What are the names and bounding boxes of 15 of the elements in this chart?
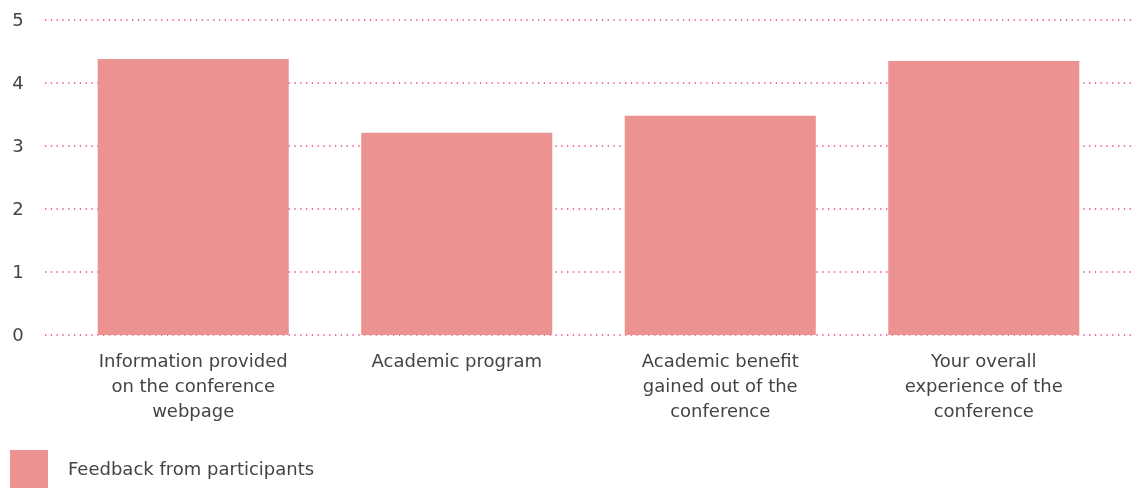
x-tick-label: Information provided on the conference webpage <box>98 350 288 421</box>
y-tick-label: 1 <box>12 261 24 283</box>
bar <box>97 59 289 335</box>
bar <box>888 60 1080 335</box>
x-tick-label: Academic program <box>371 350 542 371</box>
y-tick-label: 4 <box>12 72 24 94</box>
bar <box>361 132 553 335</box>
x-tick-label: Academic benefit gained out of the conference <box>641 350 799 421</box>
x-tick-label: Your overall experience of the conference <box>904 350 1063 421</box>
y-tick-label: 3 <box>12 135 24 157</box>
y-tick-label: 2 <box>12 198 24 220</box>
y-tick-label: 0 <box>12 324 24 346</box>
y-tick-label: 5 <box>12 9 24 31</box>
bar <box>624 115 816 335</box>
legend-label: Feedback from participants <box>68 458 315 480</box>
